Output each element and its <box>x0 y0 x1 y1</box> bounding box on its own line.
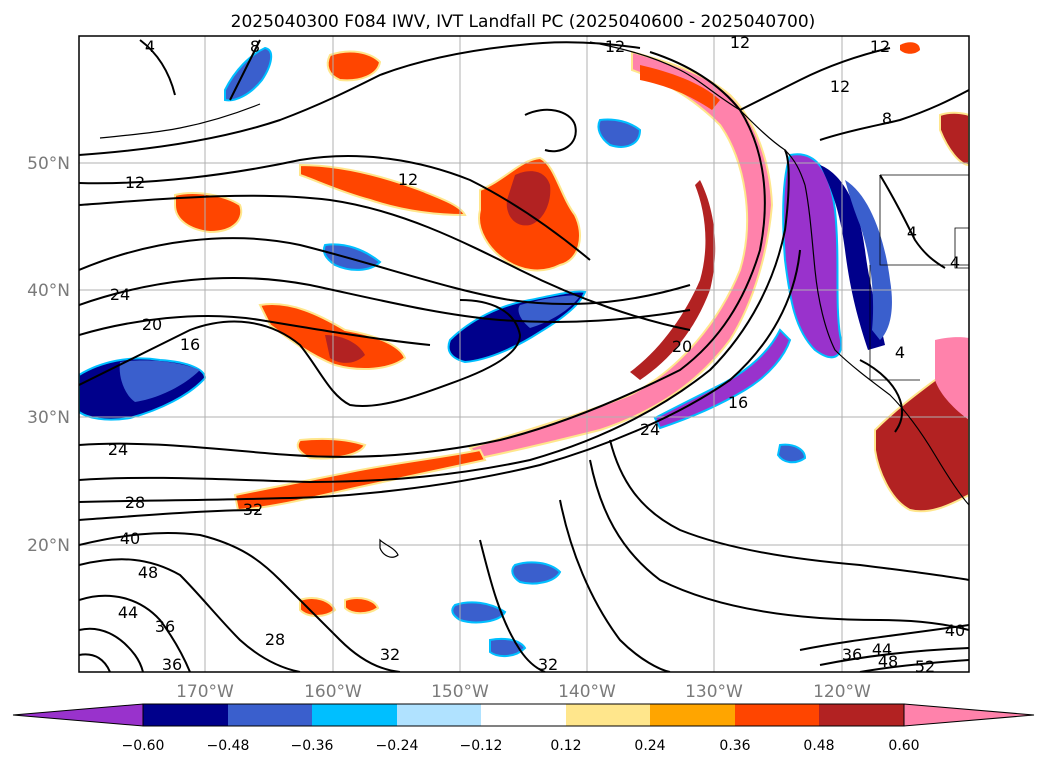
colorbar-extend-right <box>903 703 1035 727</box>
shade-blue-s2 <box>451 601 507 624</box>
colorbar-segment <box>397 704 481 726</box>
contour-label: 28 <box>125 493 145 512</box>
lon-label: 140°W <box>558 682 616 702</box>
colorbar-tick-label: −0.24 <box>376 738 419 754</box>
shade-patch-orange-s <box>299 597 337 617</box>
lat-label: 50°N <box>27 154 70 174</box>
lon-label: 160°W <box>304 682 362 702</box>
colorbar: −0.60 −0.48 −0.36 −0.24 −0.12 0.12 0.24 … <box>12 703 1035 754</box>
colorbar-tick-label: −0.48 <box>207 738 250 754</box>
map-frame <box>78 35 970 673</box>
contour-label: 48 <box>878 652 898 671</box>
contour-label: 12 <box>730 33 750 52</box>
contour-label: 12 <box>605 37 625 56</box>
contour-label: 20 <box>142 315 162 334</box>
shade-patch-orange-s2 <box>344 597 380 615</box>
colorbar-tick-label: 0.24 <box>634 738 665 754</box>
contour-label: 4 <box>145 37 155 56</box>
contour-label: 12 <box>398 170 418 189</box>
colorbar-tick-label: 0.60 <box>888 738 919 754</box>
contour-label: 52 <box>915 657 935 676</box>
lon-label: 150°W <box>431 682 489 702</box>
contour-label: 48 <box>138 563 158 582</box>
shade-blue-s1 <box>511 561 562 585</box>
contour-label: 40 <box>120 529 140 548</box>
contour-label: 32 <box>243 500 263 519</box>
contour-label: 44 <box>118 603 138 622</box>
colorbar-segment <box>650 704 735 726</box>
map-area: 4 8 12 12 12 12 12 12 8 4 4 4 24 20 16 2… <box>79 33 969 676</box>
shade-pacific-red-3b <box>325 335 365 363</box>
contour-label: 24 <box>108 440 128 459</box>
contour-label: 36 <box>155 617 175 636</box>
contour-label: 36 <box>842 645 862 664</box>
shade-pacific-red-4 <box>174 192 243 234</box>
contour-label: 12 <box>870 37 890 56</box>
map-title: 2025040300 F084 IWV, IVT Landfall PC (20… <box>231 12 816 32</box>
colorbar-segment <box>481 704 566 726</box>
graticule <box>79 36 969 672</box>
contour-label: 4 <box>907 223 917 242</box>
contour-label: 24 <box>110 285 130 304</box>
latitude-labels: 50°N 40°N 30°N 20°N <box>27 154 70 556</box>
colorbar-segment <box>228 704 312 726</box>
colorbar-tick-label: 0.12 <box>550 738 581 754</box>
shade-east-pink <box>935 337 969 420</box>
contour-label: 16 <box>728 393 748 412</box>
contour-labels: 4 8 12 12 12 12 12 12 8 4 4 4 24 20 16 2… <box>108 33 965 676</box>
shade-pacific-red-5 <box>326 50 382 82</box>
contour-label: 12 <box>125 173 145 192</box>
shade-band-purple <box>653 328 792 430</box>
shade-coast-blue <box>845 180 892 340</box>
shade-ar-orange <box>640 65 720 110</box>
contour-label: 8 <box>250 37 260 56</box>
shade-north-blue2 <box>597 118 642 148</box>
shade-blue-coast2 <box>776 443 807 464</box>
colorbar-tick-label: 0.36 <box>719 738 750 754</box>
longitude-labels: 170°W 160°W 150°W 140°W 130°W 120°W <box>176 682 871 702</box>
contour-label: 44 <box>872 640 892 659</box>
lon-label: 120°W <box>813 682 871 702</box>
contour-label: 8 <box>882 109 892 128</box>
colorbar-segment <box>143 704 228 726</box>
lon-label: 130°W <box>685 682 743 702</box>
contour-label: 32 <box>380 645 400 664</box>
colorbar-extend-left <box>12 703 144 727</box>
shade-band-orange-2 <box>296 437 367 460</box>
contour-label: 12 <box>830 77 850 96</box>
shade-east-orange <box>900 42 920 54</box>
colorbar-tick-label: −0.12 <box>460 738 503 754</box>
contour-label: 20 <box>672 337 692 356</box>
iwv-contours <box>79 39 969 672</box>
contour-label: 16 <box>180 335 200 354</box>
shade-coast-navy <box>820 165 885 350</box>
contour-label: 40 <box>945 621 965 640</box>
shade-west-blue <box>119 360 200 402</box>
colorbar-segment <box>566 704 650 726</box>
contour-label: 4 <box>895 343 905 362</box>
shade-east-red-2 <box>939 111 969 167</box>
colorbar-tick-label: −0.36 <box>291 738 334 754</box>
shade-pacific-red-1b <box>506 171 551 226</box>
shade-pacific-red-2 <box>299 163 467 217</box>
colorbar-segment <box>735 704 819 726</box>
contour-label: 36 <box>162 655 182 674</box>
colorbar-tick-label: 0.48 <box>803 738 834 754</box>
contour-label: 4 <box>950 253 960 272</box>
colorbar-outline <box>142 703 905 727</box>
colorbar-segment <box>819 704 904 726</box>
lat-label: 20°N <box>27 536 70 556</box>
lat-label: 30°N <box>27 408 70 428</box>
colorbar-tick-label: −0.60 <box>122 738 165 754</box>
contour-label: 28 <box>265 630 285 649</box>
lon-label: 170°W <box>176 682 234 702</box>
contour-label: 32 <box>538 655 558 674</box>
contour-label: 24 <box>640 420 660 439</box>
colorbar-segment <box>312 704 397 726</box>
lat-label: 40°N <box>27 281 70 301</box>
shade-ar-red <box>630 180 716 380</box>
